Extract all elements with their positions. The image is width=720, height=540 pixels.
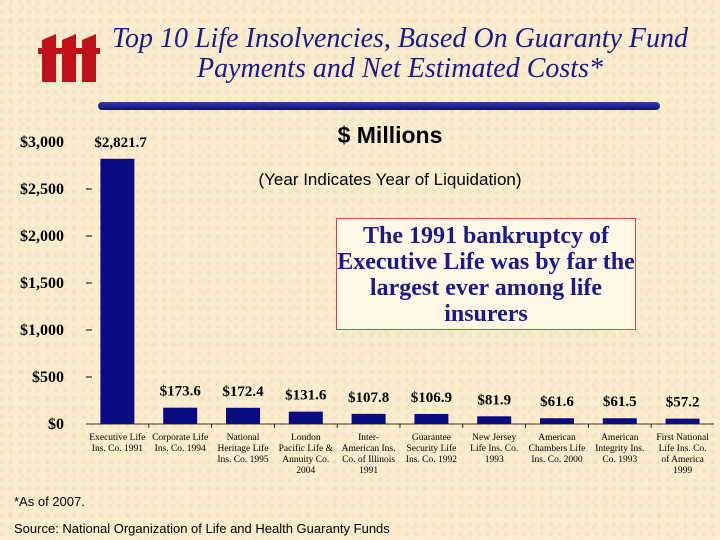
bar-value-label: $131.6 xyxy=(285,388,327,404)
bar xyxy=(100,158,135,424)
x-category-label: New Jersey xyxy=(472,433,516,443)
bar-value-label: $173.6 xyxy=(160,384,202,400)
x-category-label: Security Life xyxy=(406,443,456,454)
y-tick-label: $2,500 xyxy=(20,181,64,198)
bar xyxy=(226,407,260,424)
title-divider xyxy=(98,102,660,110)
x-category-label: 1993 xyxy=(485,455,504,465)
bar-value-label: $81.9 xyxy=(477,392,511,408)
x-category-label: Life Ins. Co. xyxy=(470,443,518,454)
x-category-label: of America xyxy=(661,454,704,465)
bar-value-label: $61.5 xyxy=(603,394,637,410)
x-category-label: 1999 xyxy=(673,466,692,476)
x-category-label: Corporate Life xyxy=(152,432,208,443)
source-note: Source: National Organization of Life an… xyxy=(14,521,390,536)
y-tick-label: $500 xyxy=(32,369,64,386)
bar-value-label: $106.9 xyxy=(411,390,452,406)
bar xyxy=(163,407,198,424)
x-category-label: Pacific Life & xyxy=(279,443,334,454)
x-category-label: Executive Life xyxy=(89,432,145,443)
x-category-label: American xyxy=(601,433,639,443)
x-category-label: Ins. Co. 1994 xyxy=(155,444,206,454)
y-tick-label: $1,000 xyxy=(20,322,64,339)
bar xyxy=(477,416,512,424)
bar-value-label: $61.6 xyxy=(540,394,574,410)
chart-title: Top 10 Life Insolvencies, Based On Guara… xyxy=(111,23,689,84)
x-category-label: London xyxy=(291,433,321,443)
bar xyxy=(540,418,574,424)
x-category-label: Heritage Life xyxy=(218,443,269,454)
x-category-label: Ins. Co. 2000 xyxy=(531,455,582,465)
x-category-label: Chambers Life xyxy=(529,443,586,454)
y-tick-label: $0 xyxy=(48,416,64,433)
y-tick-label: $2,000 xyxy=(20,228,64,245)
bar xyxy=(288,411,323,424)
x-category-label: Ins. Co. 1991 xyxy=(92,444,143,454)
bar-value-label: $57.2 xyxy=(666,395,700,411)
x-category-label: Ins. Co. 1992 xyxy=(406,455,457,465)
x-category-label: Co. 1993 xyxy=(602,455,637,465)
y-tick-label: $1,500 xyxy=(20,275,64,292)
units-label: $ Millions xyxy=(337,122,443,148)
footnote: *As of 2007. xyxy=(14,494,85,509)
bar xyxy=(351,413,386,424)
bar-value-label: $2,821.7 xyxy=(94,135,147,151)
iii-logo xyxy=(38,34,100,82)
bar xyxy=(414,413,449,424)
x-category-label: Annuity Co. xyxy=(282,455,329,465)
x-category-label: 2004 xyxy=(296,466,315,476)
x-category-label: 1991 xyxy=(359,466,378,476)
x-category-label: American xyxy=(538,433,576,443)
callout-box: The 1991 bankruptcy of Executive Life wa… xyxy=(336,218,636,330)
x-category-label: Integrity Ins. xyxy=(595,444,644,454)
x-category-label: Life Ins. Co. xyxy=(659,443,707,454)
bar xyxy=(602,418,637,424)
year-note: (Year Indicates Year of Liquidation) xyxy=(258,170,522,189)
bar-value-label: $107.8 xyxy=(348,390,389,406)
bar-value-label: $172.4 xyxy=(222,384,264,400)
x-category-label: Co. of Illinois xyxy=(342,454,395,465)
x-category-label: National xyxy=(227,433,260,443)
y-tick-label: $3,000 xyxy=(20,134,64,151)
x-category-label: Inter- xyxy=(358,433,379,443)
x-category-label: American Ins. xyxy=(342,444,396,454)
x-category-label: First National xyxy=(656,433,709,443)
x-category-label: Ins. Co. 1995 xyxy=(217,455,268,465)
x-category-label: Guarantee xyxy=(412,433,451,443)
bar xyxy=(665,418,700,424)
